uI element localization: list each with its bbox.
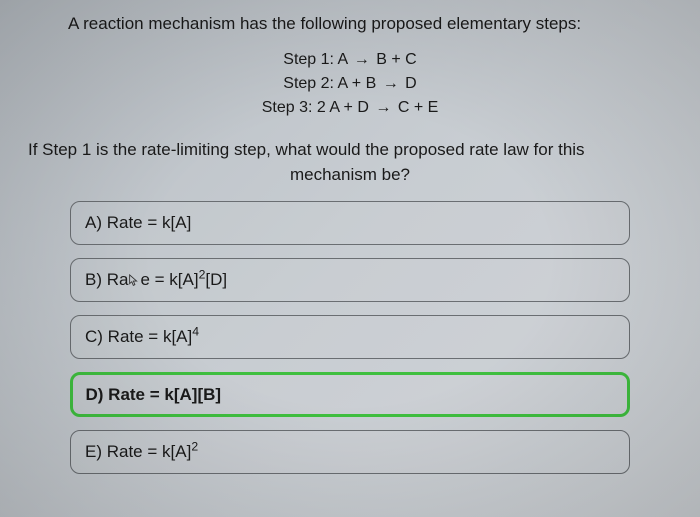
step-rhs: C + E bbox=[398, 99, 438, 116]
reaction-steps: Step 1: A → B + C Step 2: A + B → D Step… bbox=[28, 48, 672, 120]
option-c[interactable]: C) Rate = k[A]4 bbox=[70, 315, 630, 359]
step-lhs: A + B bbox=[338, 75, 377, 92]
arrow-icon: → bbox=[352, 48, 372, 72]
arrow-icon: → bbox=[381, 72, 401, 96]
option-text: A) Rate = k[A] bbox=[85, 213, 191, 232]
cursor-icon bbox=[128, 274, 140, 288]
option-e[interactable]: E) Rate = k[A]2 bbox=[70, 430, 630, 474]
option-text: D) Rate = k[A][B] bbox=[86, 385, 222, 404]
step-rhs: B + C bbox=[376, 51, 416, 68]
option-text: E) Rate = k[A]2 bbox=[85, 442, 198, 461]
step-label: Step 1: bbox=[283, 51, 334, 68]
option-d[interactable]: D) Rate = k[A][B] bbox=[70, 372, 630, 417]
option-text: C) Rate = k[A]4 bbox=[85, 327, 199, 346]
step-label: Step 2: bbox=[283, 75, 334, 92]
step-2: Step 2: A + B → D bbox=[28, 72, 672, 96]
option-text: B) Rae = k[A]2[D] bbox=[85, 270, 227, 289]
step-rhs: D bbox=[405, 75, 417, 92]
prompt-line-1: If Step 1 is the rate-limiting step, wha… bbox=[28, 138, 672, 163]
step-lhs: 2 A + D bbox=[317, 99, 369, 116]
step-label: Step 3: bbox=[262, 99, 313, 116]
option-b[interactable]: B) Rae = k[A]2[D] bbox=[70, 258, 630, 302]
prompt-line-2: mechanism be? bbox=[28, 163, 672, 188]
question-prompt: If Step 1 is the rate-limiting step, wha… bbox=[28, 138, 672, 187]
answer-options: A) Rate = k[A] B) Rae = k[A]2[D] C) Rate… bbox=[28, 201, 672, 474]
arrow-icon: → bbox=[373, 96, 393, 120]
step-lhs: A bbox=[338, 51, 348, 68]
step-3: Step 3: 2 A + D → C + E bbox=[28, 96, 672, 120]
question-intro: A reaction mechanism has the following p… bbox=[28, 14, 672, 34]
option-a[interactable]: A) Rate = k[A] bbox=[70, 201, 630, 245]
step-1: Step 1: A → B + C bbox=[28, 48, 672, 72]
